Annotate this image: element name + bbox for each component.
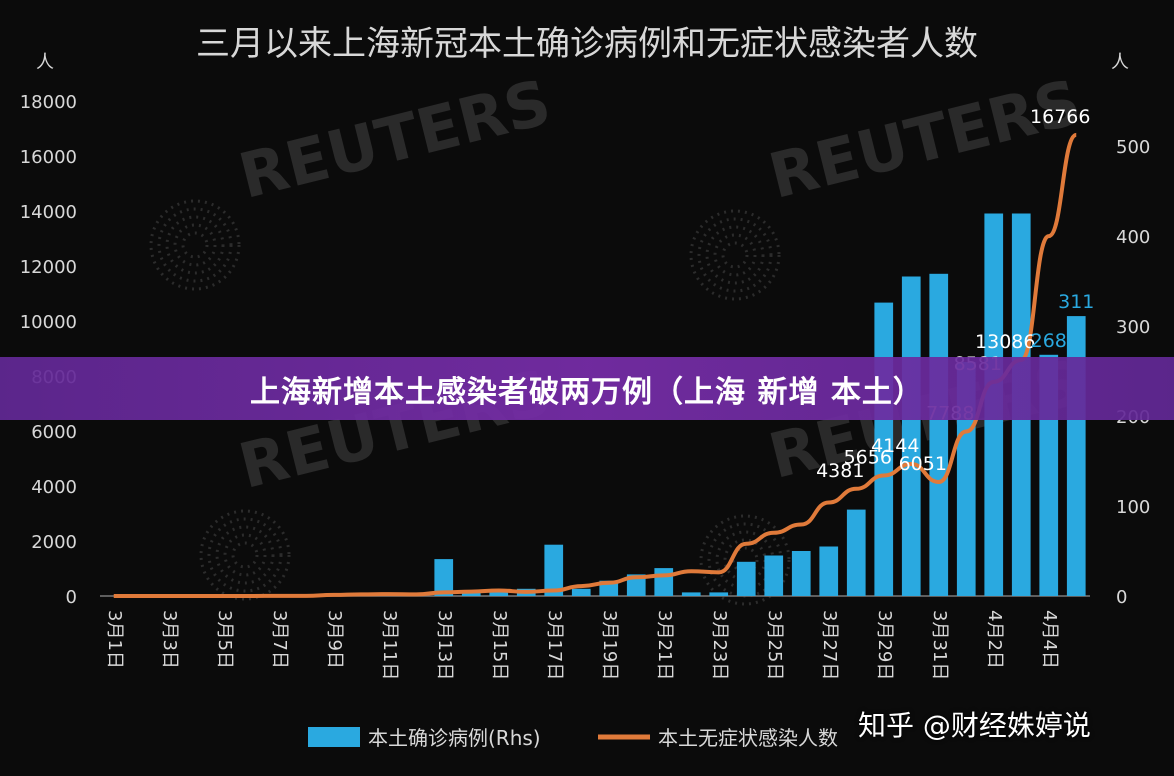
watermark-logo-ring [713,233,757,277]
bar [434,559,454,596]
left-axis-tick-label: 16000 [20,147,77,168]
x-axis-tick-label: 3月15日 [489,610,510,680]
bar [571,588,591,596]
watermark-logo-ring [689,209,781,301]
x-axis-tick-label: 3月21日 [654,610,675,680]
right-axis-unit: 人 [1111,52,1129,73]
bar [681,592,701,596]
legend-label-bar: 本土确诊病例(Rhs) [368,726,541,750]
data-label: 5656 [844,447,892,469]
left-axis-tick-label: 18000 [20,92,77,113]
left-axis-tick-label: 14000 [20,202,77,223]
x-axis-ticks: 3月1日 3月3日 3月5日 3月7日 3月9日 3月11日 3月13日 3月15日 3月17日… [104,610,1060,680]
line-series [113,132,1078,598]
right-axis-tick-label: 0 [1116,587,1127,608]
watermark-text: REUTERS [762,65,1088,213]
watermark-logo-ring [181,231,209,259]
watermark-logo [689,209,781,301]
watermark-logo-ring [697,217,773,293]
headline-text: 上海新增本土感染者破两万例（上海 新增 本土） [250,374,924,410]
x-axis-tick-label: 3月25日 [764,610,785,680]
x-axis-tick-label: 3月9日 [324,610,345,669]
x-axis-tick-label: 4月4日 [1039,610,1060,669]
watermark-logo-ring [199,509,291,601]
legend-label-line: 本土无症状感染人数 [658,726,838,750]
x-axis-tick-label: 3月13日 [434,610,455,680]
watermark-logo-ring [207,517,283,593]
watermark-logo-ring [721,241,749,269]
data-label: 268 [1031,330,1067,352]
watermark-logo-ring [231,541,259,569]
legend-swatch-bar [308,727,360,747]
bar [654,568,674,596]
x-axis-tick-label: 3月27日 [819,610,840,680]
credit-text: 知乎 @财经姝婷说 [858,709,1091,742]
bar [819,546,839,596]
watermark-logo [199,509,291,601]
x-axis-tick-label: 3月11日 [379,610,400,680]
left-axis-unit: 人 [36,52,54,73]
watermark-logo-ring [731,546,759,574]
bar [929,273,949,596]
bar [846,509,866,596]
watermark-logo-ring [157,207,233,283]
watermark-logo-ring [699,514,791,606]
left-axis-tick-label: 10000 [20,312,77,333]
x-axis-tick-label: 3月7日 [269,610,290,669]
data-label: 4144 [871,435,919,457]
x-axis-tick-label: 4月2日 [984,610,1005,669]
bar [764,555,784,596]
bar [736,561,756,596]
data-label: 13086 [975,331,1035,353]
bar [901,276,921,596]
x-axis-tick-label: 3月23日 [709,610,730,680]
bar [626,574,646,596]
watermark-logo-ring [215,525,275,585]
watermark-text: REUTERS [232,65,558,213]
x-axis-tick-label: 3月31日 [929,610,950,680]
watermark-logo [149,199,241,291]
watermark-logo-ring [223,533,267,577]
right-axis-tick-label: 100 [1116,497,1150,518]
left-axis-tick-label: 2000 [31,532,77,553]
chart-title: 三月以来上海新冠本土确诊病例和无症状感染者人数 [196,24,978,64]
right-axis-tick-label: 400 [1116,227,1150,248]
x-axis-tick-label: 3月1日 [104,610,125,669]
left-axis-ticks: 0200040006000800010000120001400016000180… [20,92,77,608]
watermark-logo-ring [149,199,241,291]
x-axis-tick-label: 3月3日 [159,610,180,669]
bar [956,362,976,596]
watermark-logo-ring [165,215,225,275]
bar [461,591,481,596]
left-axis-tick-label: 12000 [20,257,77,278]
bar [709,592,729,596]
data-label: 311 [1058,291,1094,313]
data-label: 16766 [1030,106,1090,128]
headline-banner: 上海新增本土感染者破两万例（上海 新增 本土） [0,357,1174,420]
x-axis-tick-label: 3月5日 [214,610,235,669]
right-axis-tick-label: 500 [1116,137,1150,158]
watermark-logo-ring [705,225,765,285]
data-label: 6051 [899,453,947,475]
x-axis-tick-label: 3月29日 [874,610,895,680]
left-axis-tick-label: 4000 [31,477,77,498]
right-axis-tick-label: 300 [1116,317,1150,338]
bar [489,591,509,596]
legend: 本土确诊病例(Rhs) 本土无症状感染人数 [308,726,838,750]
bar [544,544,564,596]
data-label: 4381 [816,460,864,482]
series-line [113,132,1078,598]
left-axis-tick-label: 0 [66,587,77,608]
x-axis-tick-label: 3月19日 [599,610,620,680]
x-axis-tick-label: 3月17日 [544,610,565,680]
bar [791,551,811,596]
left-axis-tick-label: 6000 [31,422,77,443]
watermark-logo-ring [173,223,217,267]
